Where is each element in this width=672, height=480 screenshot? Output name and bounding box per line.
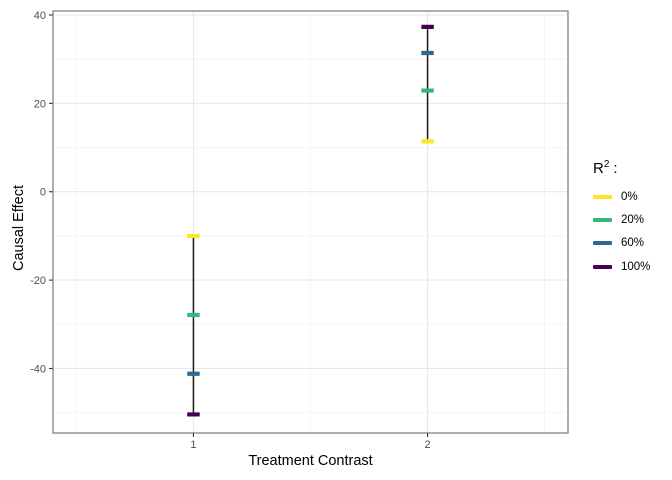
legend-item: 0% [593,185,650,208]
legend-item-label: 60% [621,237,645,250]
crossbar-tick [187,412,200,417]
y-tick-label: -40 [30,363,46,375]
crossbar-tick [421,88,434,93]
panel-border [52,10,569,434]
crossbar-tick [187,371,200,376]
crossbar-tick [421,50,434,56]
legend-title: R2: [593,159,650,178]
crossbar-tick [421,139,434,144]
legend-title-base: R [593,160,604,177]
legend-item: 100% [593,255,650,278]
legend-item: 60% [593,232,650,255]
legend-key-line [593,264,612,269]
crossbar-tick [187,233,200,239]
legend-key-line [593,194,612,199]
legend-key-line [593,241,612,246]
y-tick-label: -20 [30,275,46,287]
y-tick-label: 0 [40,187,46,199]
crossbar-tick [187,312,200,318]
legend: R2: 0% 20% 60% 100% [593,160,650,279]
crossbar-tick [421,24,434,30]
x-tick-label: 2 [424,439,430,451]
legend-item: 20% [593,208,650,231]
x-tick-label: 1 [190,439,196,451]
y-axis-title: Causal Effect [11,185,27,271]
y-tick-label: 40 [34,10,46,22]
legend-key-line [593,218,612,223]
x-axis-title: Treatment Contrast [248,453,373,469]
legend-items: 0% 20% 60% 100% [593,185,650,279]
legend-item-label: 0% [621,190,638,203]
legend-title-colon: : [613,160,618,177]
y-tick-label: 20 [34,98,46,110]
legend-title-exponent: 2 [603,159,610,170]
legend-item-label: 20% [621,214,645,227]
legend-item-label: 100% [621,260,651,273]
